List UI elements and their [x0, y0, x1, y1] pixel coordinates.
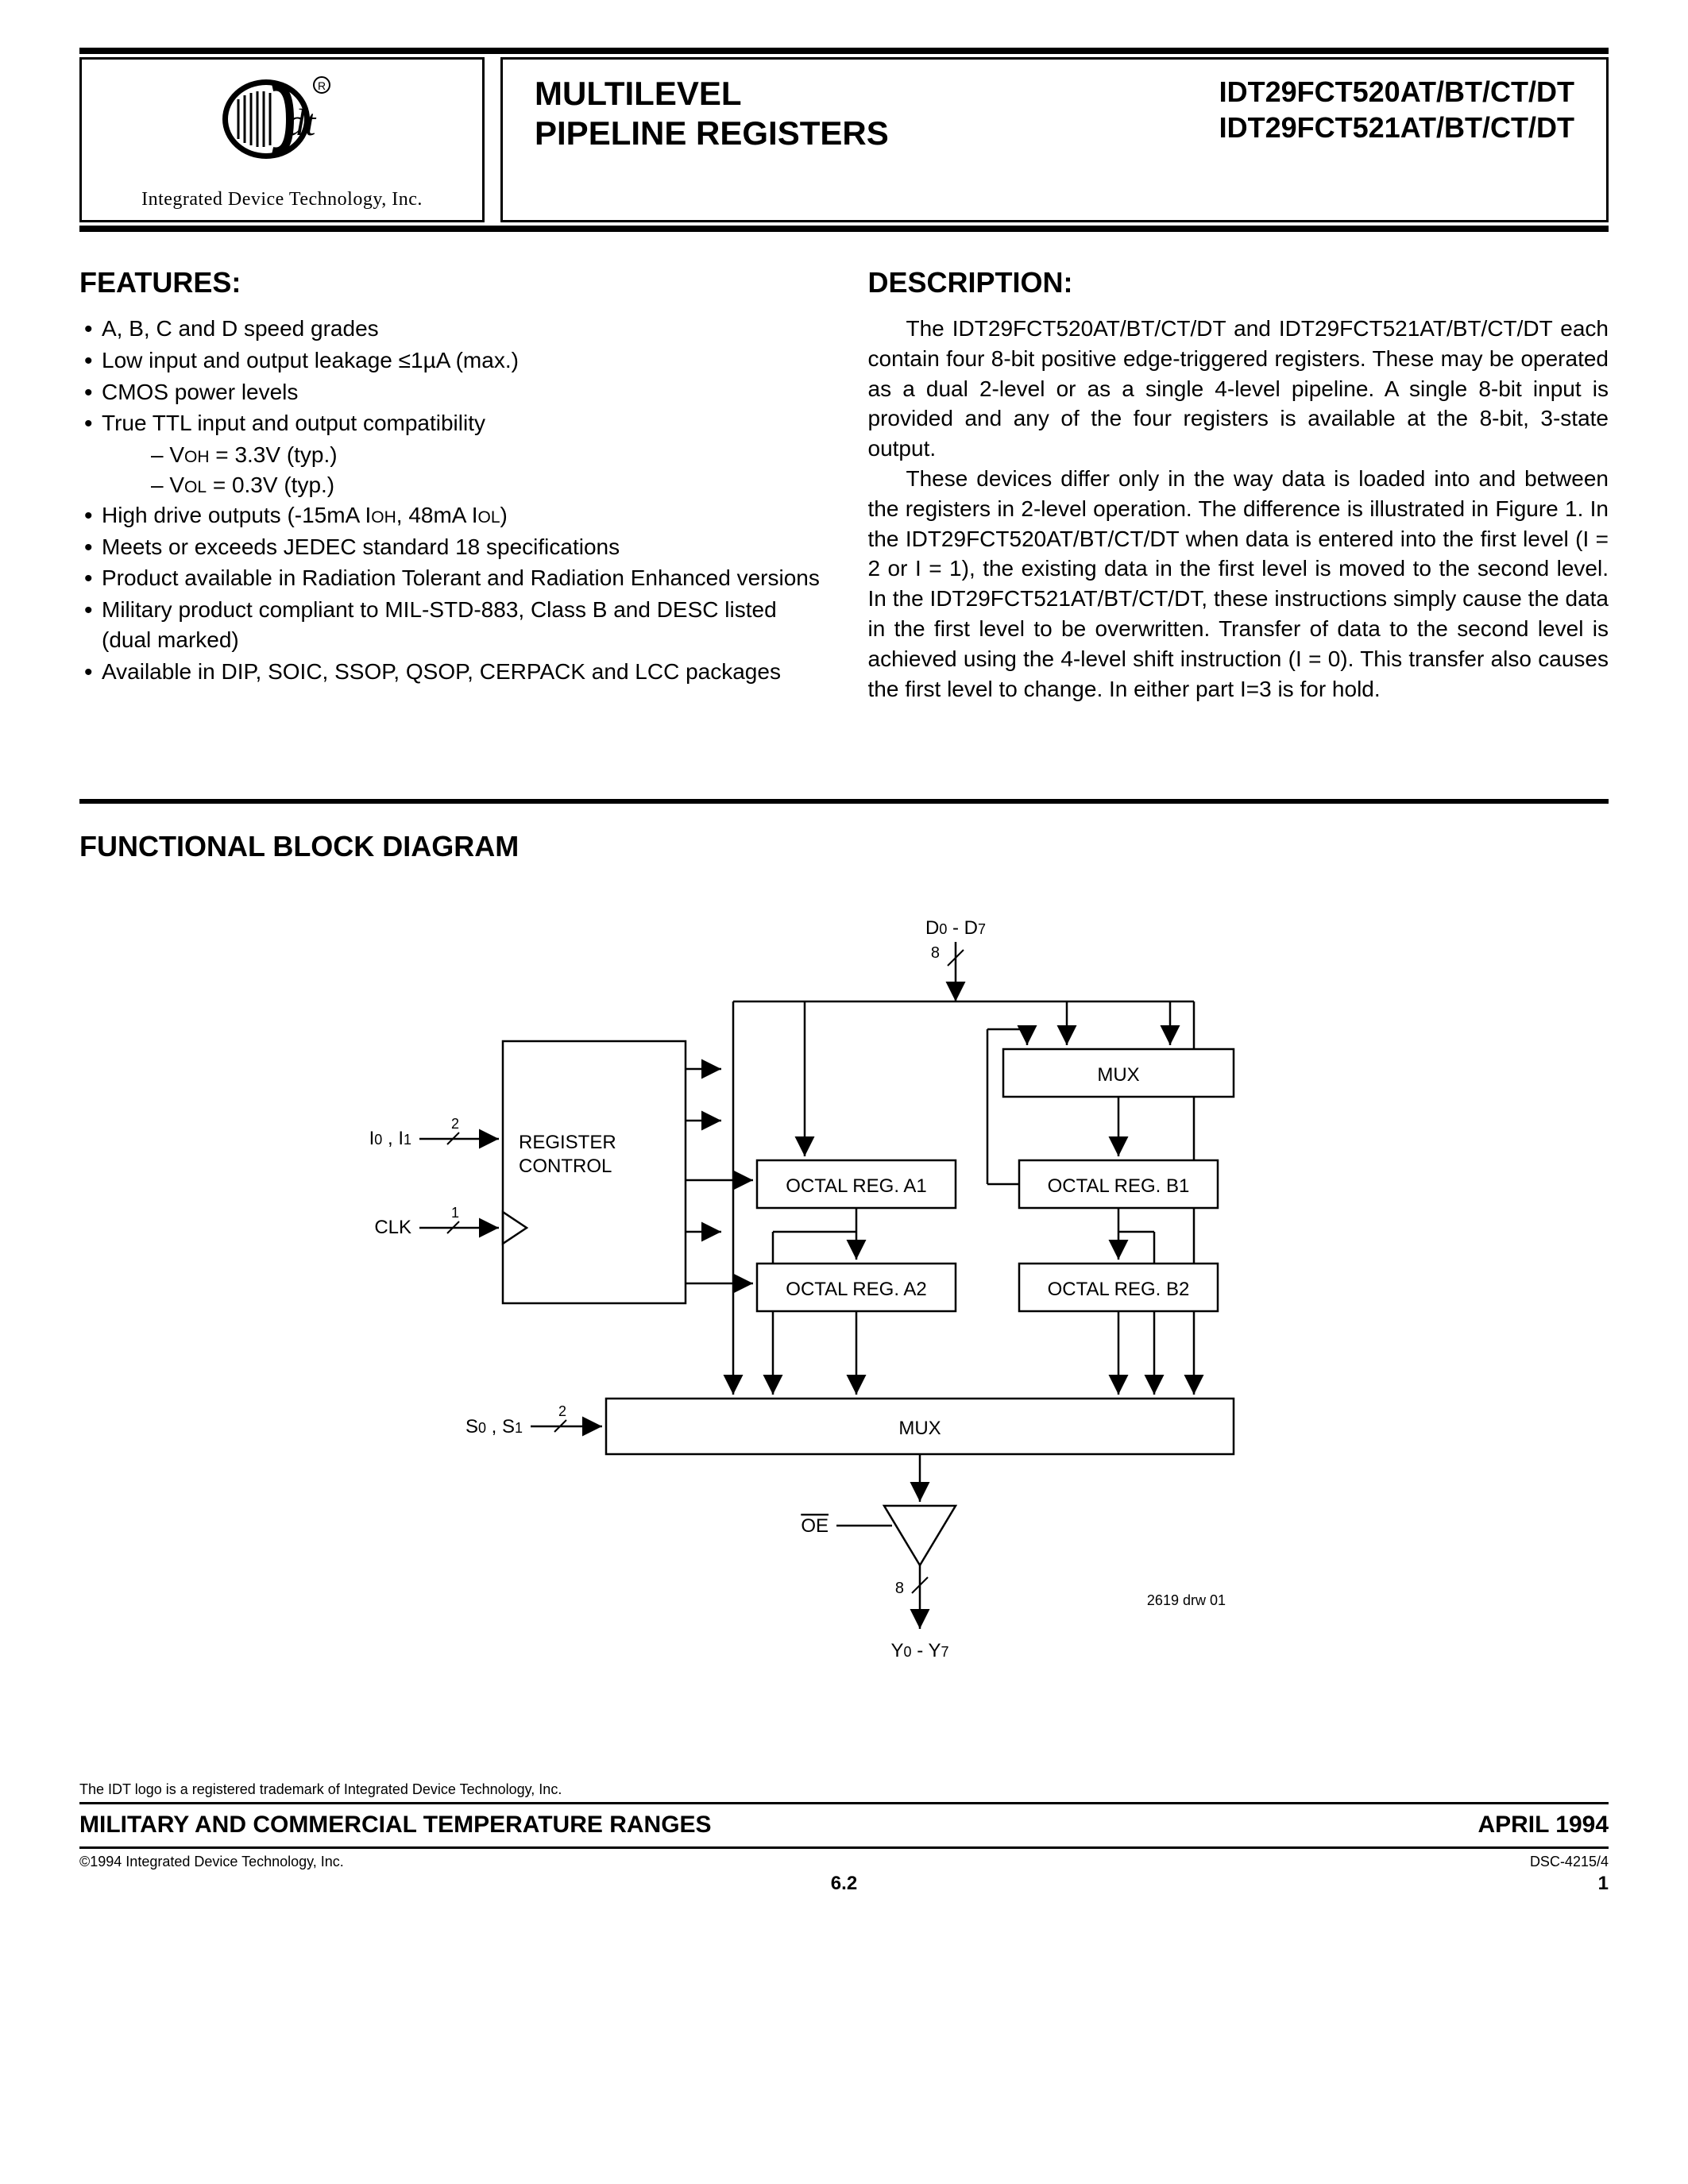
description-p2: These devices differ only in the way dat… — [868, 464, 1609, 704]
svg-text:I0 , I1: I0 , I1 — [369, 1128, 411, 1149]
svg-text:MUX: MUX — [1097, 1064, 1139, 1086]
vol-line: – VOL = 0.3V (typ.) — [151, 473, 334, 497]
svg-text:OE: OE — [801, 1515, 829, 1537]
date-label: APRIL 1994 — [1477, 1809, 1609, 1842]
top-rule — [79, 48, 1609, 54]
svg-text:dt: dt — [286, 102, 317, 144]
page-number: 1 — [1099, 1871, 1609, 1897]
temp-range-label: MILITARY AND COMMERCIAL TEMPERATURE RANG… — [79, 1809, 712, 1842]
svg-text:OCTAL REG. A2: OCTAL REG. A2 — [786, 1279, 926, 1300]
company-name: Integrated Device Technology, Inc. — [141, 187, 423, 212]
feature-item: A, B, C and D speed grades — [79, 314, 821, 344]
block-diagram-wrap: D0 - D7 8 REGISTER CONTROL I0 , I1 2 CLK… — [79, 890, 1609, 1684]
features-heading: FEATURES: — [79, 264, 821, 303]
description-col: DESCRIPTION: The IDT29FCT520AT/BT/CT/DT … — [868, 264, 1609, 704]
title-line1: MULTILEVEL — [535, 75, 742, 112]
copyright-label: ©1994 Integrated Device Technology, Inc. — [79, 1852, 344, 1871]
feature-item: High drive outputs (-15mA IOH, 48mA IOL) — [79, 500, 821, 531]
svg-text:CONTROL: CONTROL — [519, 1156, 612, 1177]
footer-page: 6.2 1 — [79, 1871, 1609, 1897]
section-number: 6.2 — [589, 1871, 1099, 1897]
footer-row-2: ©1994 Integrated Device Technology, Inc.… — [79, 1849, 1609, 1871]
feature-item: CMOS power levels — [79, 377, 821, 407]
feature-sub: – VOL = 0.3V (typ.) — [151, 470, 821, 500]
svg-text:8: 8 — [894, 1580, 903, 1597]
svg-text:MUX: MUX — [898, 1418, 941, 1439]
header-row: dt R Integrated Device Technology, Inc. … — [79, 57, 1609, 222]
description-heading: DESCRIPTION: — [868, 264, 1609, 303]
svg-text:CLK: CLK — [374, 1217, 411, 1238]
block-diagram: D0 - D7 8 REGISTER CONTROL I0 , I1 2 CLK… — [328, 890, 1361, 1684]
header-divider — [79, 226, 1609, 232]
svg-text:OCTAL REG. A1: OCTAL REG. A1 — [786, 1175, 926, 1197]
svg-text:Y0 - Y7: Y0 - Y7 — [890, 1640, 948, 1661]
idt-logo-icon: dt R — [211, 75, 353, 179]
mid-rule — [79, 799, 1609, 804]
part1: IDT29FCT520AT/BT/CT/DT — [1219, 75, 1574, 108]
svg-text:8: 8 — [930, 944, 939, 962]
svg-text:D0 - D7: D0 - D7 — [925, 917, 985, 939]
footer-row-1: MILITARY AND COMMERCIAL TEMPERATURE RANG… — [79, 1804, 1609, 1846]
svg-text:2: 2 — [558, 1403, 566, 1419]
part2: IDT29FCT521AT/BT/CT/DT — [1219, 111, 1574, 144]
features-col: FEATURES: A, B, C and D speed grades Low… — [79, 264, 821, 704]
svg-text:S0 , S1: S0 , S1 — [465, 1416, 522, 1437]
feature-item: Available in DIP, SOIC, SSOP, QSOP, CERP… — [79, 657, 821, 687]
feature-item: Military product compliant to MIL-STD-88… — [79, 595, 821, 655]
trademark-note: The IDT logo is a registered trademark o… — [79, 1780, 1609, 1799]
svg-text:2619 drw 01: 2619 drw 01 — [1146, 1592, 1225, 1608]
doc-title: MULTILEVEL PIPELINE REGISTERS — [535, 74, 1219, 206]
logo-box: dt R Integrated Device Technology, Inc. — [79, 57, 485, 222]
svg-text:REGISTER: REGISTER — [519, 1132, 616, 1153]
title-line2: PIPELINE REGISTERS — [535, 114, 889, 152]
feature-item: Product available in Radiation Tolerant … — [79, 563, 821, 593]
content-columns: FEATURES: A, B, C and D speed grades Low… — [79, 264, 1609, 704]
part-numbers: IDT29FCT520AT/BT/CT/DT IDT29FCT521AT/BT/… — [1219, 74, 1574, 206]
svg-text:2: 2 — [450, 1116, 458, 1132]
feature-item: True TTL input and output compatibility — [79, 408, 821, 438]
features-list: High drive outputs (-15mA IOH, 48mA IOL)… — [79, 500, 821, 687]
svg-text:R: R — [318, 79, 326, 92]
voh-line: – VOH = 3.3V (typ.) — [151, 442, 338, 467]
feature-item: Meets or exceeds JEDEC standard 18 speci… — [79, 532, 821, 562]
features-list: A, B, C and D speed grades Low input and… — [79, 314, 821, 438]
feature-item: Low input and output leakage ≤1µA (max.) — [79, 345, 821, 376]
svg-text:OCTAL REG. B1: OCTAL REG. B1 — [1047, 1175, 1189, 1197]
description-p1: The IDT29FCT520AT/BT/CT/DT and IDT29FCT5… — [868, 314, 1609, 464]
svg-text:OCTAL REG. B2: OCTAL REG. B2 — [1047, 1279, 1189, 1300]
block-diagram-heading: FUNCTIONAL BLOCK DIAGRAM — [79, 828, 1609, 866]
svg-text:1: 1 — [450, 1205, 458, 1221]
title-box: MULTILEVEL PIPELINE REGISTERS IDT29FCT52… — [500, 57, 1609, 222]
feature-sub: – VOH = 3.3V (typ.) — [151, 440, 821, 470]
dsc-label: DSC-4215/4 — [1530, 1852, 1609, 1871]
